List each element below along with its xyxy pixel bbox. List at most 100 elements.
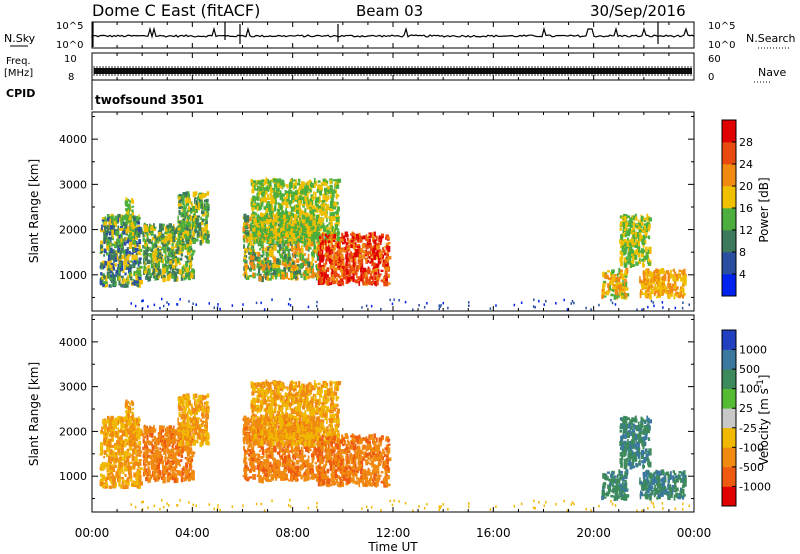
power-echo xyxy=(329,282,332,286)
power-echo xyxy=(111,236,114,239)
power-echo xyxy=(148,239,151,244)
power-echo xyxy=(368,232,372,239)
velocity-echo xyxy=(131,456,135,462)
freq-axis-top: 10 xyxy=(64,54,77,65)
power-echo xyxy=(178,220,182,224)
power-echo xyxy=(601,288,605,293)
freq-label-line1: Freq. xyxy=(6,56,31,67)
power-echo xyxy=(292,267,296,272)
power-echo xyxy=(271,246,274,252)
power-echo xyxy=(129,200,131,204)
power-echo xyxy=(288,190,292,194)
power-echo xyxy=(260,254,263,257)
power-echo xyxy=(654,283,657,289)
power-echo xyxy=(638,225,642,231)
power-echo xyxy=(120,228,124,231)
power-echo xyxy=(611,301,614,305)
power-echo xyxy=(291,247,294,252)
velocity-echo xyxy=(102,485,105,488)
power-echo xyxy=(332,258,335,264)
velocity-echo xyxy=(106,453,109,458)
power-echo xyxy=(203,206,206,211)
velocity-echo xyxy=(135,449,139,453)
power-echo xyxy=(110,270,113,274)
power-echo xyxy=(360,259,364,265)
power-echo xyxy=(325,259,328,265)
power-echo xyxy=(319,190,322,196)
power-echo xyxy=(206,191,210,196)
power-echo xyxy=(375,280,378,287)
power-echo xyxy=(306,235,309,239)
power-echo xyxy=(124,264,126,270)
power-echo xyxy=(292,199,295,203)
power-echo xyxy=(630,241,634,244)
power-echo xyxy=(304,195,307,202)
power-echo xyxy=(681,294,684,299)
power-echo xyxy=(352,271,355,275)
power-echo xyxy=(119,263,121,268)
power-echo xyxy=(119,225,123,229)
power-echo xyxy=(310,225,314,230)
power-echo xyxy=(279,180,283,186)
power-echo xyxy=(137,268,141,271)
power-echo xyxy=(438,304,440,307)
power-echo xyxy=(137,251,141,255)
power-echo xyxy=(631,254,634,257)
power-echo xyxy=(320,200,323,203)
power-echo xyxy=(351,258,353,263)
power-echo xyxy=(376,279,379,285)
power-echo xyxy=(260,199,263,203)
power-echo xyxy=(672,276,676,279)
power-echo xyxy=(293,198,297,202)
power-echo xyxy=(284,273,288,277)
power-echo xyxy=(638,247,640,251)
power-echo xyxy=(273,182,277,188)
power-echo xyxy=(243,222,246,228)
power-echo xyxy=(256,185,260,192)
power-echo xyxy=(341,266,345,271)
power-echo xyxy=(358,281,361,286)
power-echo xyxy=(665,270,670,273)
power-echo xyxy=(613,294,617,300)
power-echo xyxy=(285,222,288,225)
power-echo xyxy=(264,272,266,276)
power-echo xyxy=(182,238,184,243)
power-echo xyxy=(177,227,181,231)
power-echo xyxy=(267,247,270,252)
power-echo xyxy=(315,234,317,239)
power-echo xyxy=(638,261,642,265)
power-echo xyxy=(330,184,333,190)
velocity-echo xyxy=(138,446,141,452)
power-echo xyxy=(316,304,318,308)
power-echo xyxy=(350,276,353,280)
power-echo xyxy=(623,222,626,227)
power-echo xyxy=(184,244,187,250)
power-echo xyxy=(259,263,263,267)
power-echo xyxy=(272,260,275,265)
power-echo xyxy=(679,273,681,278)
power-echo xyxy=(328,222,331,225)
beam-label: Beam 03 xyxy=(356,2,423,20)
power-echo xyxy=(261,198,264,202)
power-echo xyxy=(273,256,276,262)
power-echo xyxy=(274,203,277,208)
power-echo xyxy=(298,178,301,183)
power-echo xyxy=(349,248,351,252)
power-echo xyxy=(351,268,355,271)
power-echo xyxy=(251,180,255,183)
power-echo xyxy=(189,247,193,251)
power-y-label: Slant Range [km] xyxy=(27,159,41,263)
power-echo xyxy=(114,256,117,262)
power-echo xyxy=(324,233,327,237)
power-echo xyxy=(248,251,251,255)
power-echo xyxy=(374,243,378,248)
velocity-echo xyxy=(108,429,111,432)
power-echo xyxy=(358,248,361,253)
power-echo xyxy=(129,228,133,232)
power-echo xyxy=(121,250,125,254)
power-echo xyxy=(158,268,162,274)
power-echo xyxy=(290,274,294,279)
power-echo xyxy=(265,177,268,183)
velocity-echo xyxy=(127,465,132,470)
